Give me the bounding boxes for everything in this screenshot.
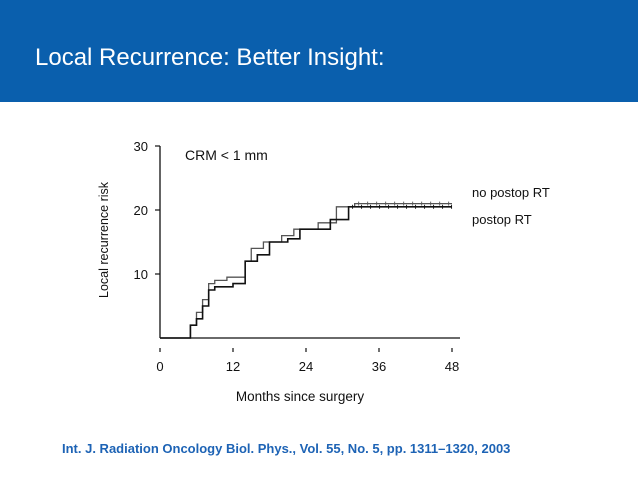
y-tick-label: 30 (134, 139, 148, 154)
x-tick-label: 24 (299, 359, 313, 374)
series-line-postop-rt (160, 206, 452, 339)
y-tick-label: 10 (134, 267, 148, 282)
y-tick-label: 20 (134, 203, 148, 218)
legend-label: no postop RT (472, 185, 550, 200)
x-tick-label: 0 (156, 359, 163, 374)
x-axis-label: Months since surgery (236, 389, 365, 404)
slide-title: Local Recurrence: Better Insight: (35, 44, 385, 71)
chart-legend: no postop RT postop RT (472, 185, 550, 227)
citation: Int. J. Radiation Oncology Biol. Phys., … (62, 441, 511, 456)
x-tick-label: 48 (445, 359, 459, 374)
legend-label: postop RT (472, 212, 532, 227)
series-line-no-postop-rt (160, 202, 452, 339)
chart-series (160, 201, 453, 339)
chart-title: CRM < 1 mm (185, 147, 268, 163)
x-tick-label: 36 (372, 359, 386, 374)
y-axis-label: Local recurrence risk (97, 181, 111, 298)
chart-axes: 10 20 30 0 12 24 36 48 (134, 139, 460, 374)
x-tick-label: 12 (226, 359, 240, 374)
slide-header: Local Recurrence: Better Insight: (0, 0, 638, 102)
